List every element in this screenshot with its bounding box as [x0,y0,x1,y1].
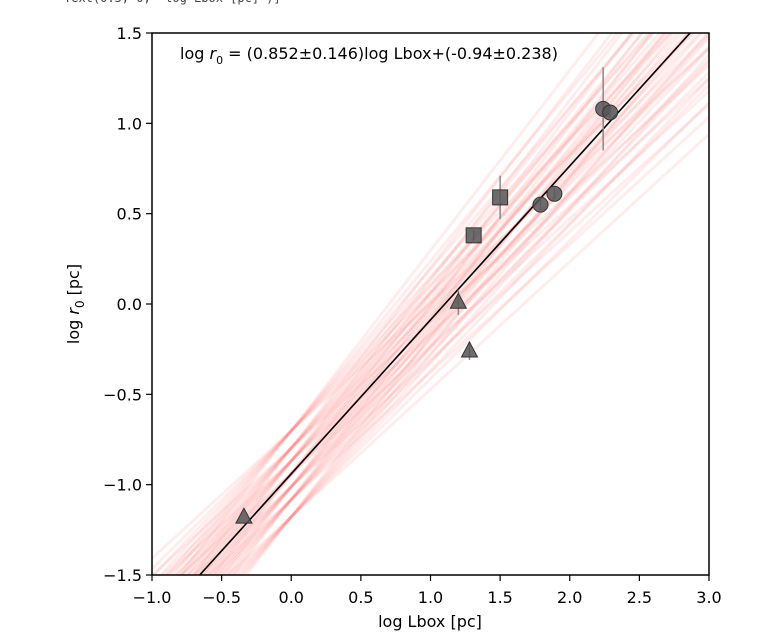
y-tick-label: −0.5 [103,385,142,404]
y-tick-label: 0.5 [117,205,142,224]
x-tick-label: −1.0 [133,588,172,607]
y-label-part: log [64,315,83,344]
x-tick-label: 1.0 [418,588,443,607]
point [532,196,549,213]
fit-sample [225,133,709,575]
x-tick-label: 2.5 [627,588,652,607]
fit-sample [209,33,704,575]
plot-area [152,33,709,575]
fit-sample [180,33,651,575]
point [465,227,482,244]
x-tick-label: 0.5 [348,588,373,607]
fit-sample [164,77,709,575]
x-tick-label: 3.0 [696,588,721,607]
y-tick-label: 0.0 [117,295,142,314]
fit-sample [221,33,644,575]
fit-sample [236,54,709,575]
fit-sample [213,84,709,575]
y-label-part: 0 [73,300,87,308]
y-label-part: [pc] [64,264,83,301]
x-axis-label: log Lbox [pc] [378,612,482,631]
fit-sample [206,115,709,575]
point [602,104,619,121]
x-tick-label: 2.0 [557,588,582,607]
point [546,185,563,202]
fit-sample [221,36,709,575]
y-label-part: r [64,307,83,315]
fit-sample [227,33,676,575]
point [449,292,468,309]
fit-sample [217,60,709,575]
fit-sample [216,33,666,575]
fit-sample [174,33,669,575]
annotation-part: r [209,44,217,63]
fit-sample [158,33,654,575]
y-tick-label: 1.5 [117,24,142,43]
point [460,340,479,358]
fit-sample [174,45,709,575]
fit-sample [161,33,709,575]
x-tick-label: 1.5 [487,588,512,607]
y-tick-label: 1.0 [117,114,142,133]
fit-sample [185,33,634,575]
y-tick-label: −1.5 [103,566,142,585]
fit-sample [200,71,709,575]
fit-sample [233,77,709,575]
annotation-part: 0 [216,54,223,67]
fit-sample [224,33,695,575]
fit-sample [244,33,667,575]
fit-sample [178,33,601,575]
x-tick-label: 0.0 [279,588,304,607]
y-tick-label: −1.0 [103,476,142,495]
fit-sample [171,33,620,575]
fit-sample [192,102,709,575]
fit-sample [206,33,655,575]
annotation-part: log [180,44,209,63]
fit-line [198,33,692,575]
fit-sample [191,33,614,575]
fit-sample [152,47,709,560]
fit-sample [230,101,709,575]
fit-sample [241,33,691,575]
fit-annotation: log r0 = (0.852±0.146)log Lbox+(-0.94±0.… [180,44,558,67]
point [492,189,509,206]
fit-sample [152,33,673,575]
fit-sample [211,33,634,575]
header-text: Text(0.5, 0, 'log Lbox [pc]')] [64,0,281,5]
fit-sample [202,33,673,575]
annotation-part: = (0.852±0.146)log Lbox+(-0.94±0.238) [223,44,558,63]
fit-sample [165,33,636,575]
point [235,507,253,524]
fit-sample [239,33,709,575]
fit-sample [204,47,709,575]
x-tick-label: −0.5 [202,588,241,607]
y-axis-label: log r0 [pc] [64,264,87,344]
